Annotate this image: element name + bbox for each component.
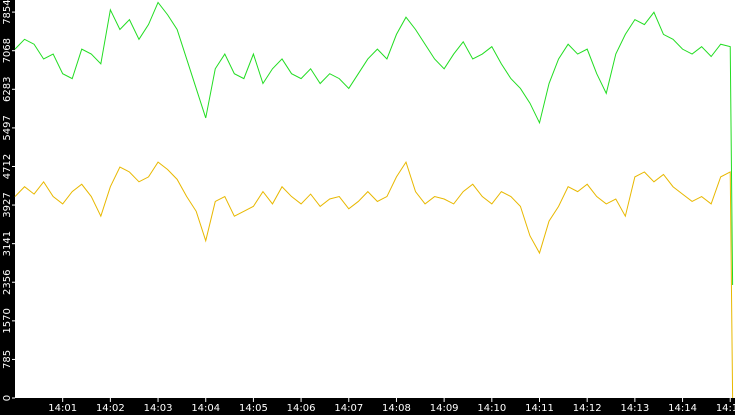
- series-line: [14, 160, 734, 399]
- x-tick-label: 14:02: [96, 403, 125, 414]
- y-tick-label: 7068: [2, 38, 13, 63]
- x-tick-label: 14:06: [287, 403, 316, 414]
- y-tick-label: 785: [2, 350, 13, 369]
- x-tick-label: 14:12: [573, 403, 602, 414]
- y-tick-label: 4712: [2, 154, 13, 179]
- y-tick-label: 5497: [2, 115, 13, 140]
- x-tick-label: 14:09: [430, 403, 459, 414]
- series-line: [14, 1, 734, 285]
- x-tick-label: 14:07: [334, 403, 363, 414]
- y-tick-label: 2356: [2, 270, 13, 295]
- y-tick-label: 6283: [2, 77, 13, 102]
- x-tick-label: 14:10: [477, 403, 506, 414]
- x-tick-label: 14:11: [525, 403, 554, 414]
- x-tick-label: 14:04: [191, 403, 220, 414]
- y-tick-label: 1570: [2, 308, 13, 333]
- x-tick-label: 14:14: [668, 403, 697, 414]
- x-tick-label: 14:13: [620, 403, 649, 414]
- y-tick-label: 3141: [2, 231, 13, 256]
- x-tick-label: 14:08: [382, 403, 411, 414]
- y-tick-label: 7854: [2, 0, 13, 25]
- x-tick-label: 14:03: [144, 403, 173, 414]
- y-tick-label: 3927: [2, 192, 13, 217]
- y-tick-label: 0: [2, 395, 13, 401]
- x-tick-label: 14:05: [239, 403, 268, 414]
- x-tick-label: 14:15: [716, 403, 735, 414]
- x-tick-label: 14:01: [48, 403, 77, 414]
